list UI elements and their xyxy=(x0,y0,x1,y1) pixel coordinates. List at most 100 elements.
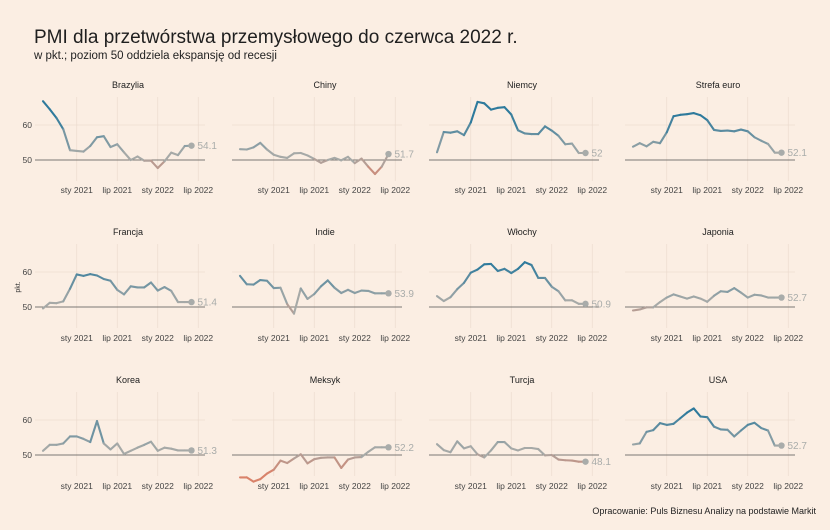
panel-włochy: Włochy sty 2021 lip 2021 sty 2022 lip 2022 50… xyxy=(429,227,611,343)
series-segment xyxy=(739,423,749,432)
series-segment xyxy=(122,151,132,162)
series-segment xyxy=(286,303,296,315)
series-segment xyxy=(746,293,756,299)
panel-strefa-euro: Strefa euro sty 2021 lip 2021 sty 2022 lip 2… xyxy=(625,80,807,195)
x-tick-label: lip 2021 xyxy=(102,333,132,343)
series-segment xyxy=(95,419,105,445)
series-segment xyxy=(116,288,126,296)
x-tick-label: lip 2021 xyxy=(496,333,526,343)
x-tick-label: sty 2021 xyxy=(61,333,93,343)
series-segment xyxy=(292,287,302,315)
end-value-label: 50.9 xyxy=(592,299,612,310)
end-value-label: 51.4 xyxy=(198,298,218,309)
panel-francja: Francja 50 60 sty 2021 lip 2021 sty 2022 lip 2… xyxy=(23,227,218,343)
x-tick-label: sty 2022 xyxy=(536,481,568,491)
series-segment xyxy=(292,453,302,460)
series-segment xyxy=(483,449,493,459)
series-segment xyxy=(665,293,675,299)
series-segment xyxy=(95,274,105,281)
x-tick-label: sty 2021 xyxy=(258,481,290,491)
series-segment xyxy=(326,279,336,289)
series-segment xyxy=(476,453,486,459)
series-segment xyxy=(638,142,648,148)
series-segment xyxy=(149,440,159,452)
series-segment xyxy=(109,143,119,149)
series-segment xyxy=(170,289,180,304)
series-segment xyxy=(652,422,662,432)
series-segment xyxy=(62,435,72,445)
series-segment xyxy=(238,274,248,286)
series-segment xyxy=(279,155,289,159)
series-segment xyxy=(353,157,363,165)
x-tick-label: sty 2022 xyxy=(732,185,764,195)
series-segment xyxy=(279,459,289,465)
series-segment xyxy=(760,294,770,299)
series-segment xyxy=(55,442,65,446)
series-segment xyxy=(557,290,567,302)
series-segment xyxy=(510,267,520,275)
series-segment xyxy=(442,449,452,454)
x-tick-label: lip 2022 xyxy=(773,185,803,195)
series-segment xyxy=(89,419,99,444)
series-segment xyxy=(163,446,173,450)
panel-title: Chiny xyxy=(313,80,337,90)
series-segment xyxy=(489,262,499,273)
end-value-label: 52.1 xyxy=(788,148,808,159)
series-segment xyxy=(706,119,716,131)
end-value-label: 51.3 xyxy=(198,446,218,457)
panel-title: Japonia xyxy=(702,227,734,237)
end-value-label: 48.1 xyxy=(592,457,612,468)
series-segment xyxy=(631,142,641,148)
series-segment xyxy=(41,301,51,310)
series-segment xyxy=(62,128,72,152)
end-point xyxy=(582,300,589,308)
series-segment xyxy=(89,273,99,277)
series-segment xyxy=(739,291,749,299)
series-segment xyxy=(476,100,486,105)
series-segment xyxy=(82,273,92,277)
series-segment xyxy=(658,422,668,426)
series-segment xyxy=(537,447,547,457)
end-point xyxy=(778,442,785,449)
series-segment xyxy=(469,268,479,274)
series-segment xyxy=(706,416,716,428)
panel-title: USA xyxy=(709,375,728,385)
series-segment xyxy=(156,285,166,292)
series-segment xyxy=(733,128,743,133)
series-segment xyxy=(116,442,126,456)
panel-chiny: Chiny sty 2021 lip 2021 sty 2022 lip 2022 51.… xyxy=(232,80,414,195)
series-segment xyxy=(95,135,105,139)
series-segment xyxy=(176,144,186,157)
x-tick-label: lip 2022 xyxy=(577,481,607,491)
x-tick-label: sty 2022 xyxy=(339,481,371,491)
series-segment xyxy=(658,131,668,145)
series-segment xyxy=(692,112,702,117)
series-segment xyxy=(286,152,296,159)
x-tick-label: sty 2022 xyxy=(732,481,764,491)
x-tick-label: sty 2021 xyxy=(651,333,683,343)
series-segment xyxy=(306,154,316,160)
series-segment xyxy=(75,435,85,440)
x-tick-label: lip 2021 xyxy=(102,481,132,491)
series-segment xyxy=(550,129,560,137)
series-segment xyxy=(645,140,655,148)
x-tick-label: lip 2021 xyxy=(496,481,526,491)
series-segment xyxy=(129,446,139,452)
series-segment xyxy=(510,447,520,452)
series-segment xyxy=(75,273,85,277)
series-segment xyxy=(679,411,689,420)
x-tick-label: lip 2022 xyxy=(183,481,213,491)
series-segment xyxy=(102,135,112,149)
series-segment xyxy=(55,300,65,305)
series-segment xyxy=(726,287,736,294)
panel-japonia: Japonia sty 2021 lip 2021 sty 2022 lip 2022 5… xyxy=(625,227,807,343)
end-value-label: 53.9 xyxy=(395,289,415,300)
series-segment xyxy=(739,128,749,133)
series-segment xyxy=(82,144,92,153)
source-caption: Opracowanie: Puls Biznesu Analizy na pod… xyxy=(592,506,816,516)
series-segment xyxy=(672,113,682,118)
series-segment xyxy=(163,285,173,292)
series-segment xyxy=(543,125,553,132)
series-segment xyxy=(665,422,675,426)
panel-title: Niemcy xyxy=(507,80,538,90)
